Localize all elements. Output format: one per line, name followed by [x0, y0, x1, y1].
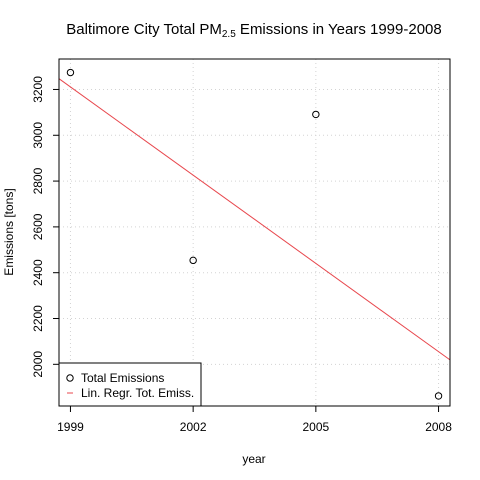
chart-title-prefix: Baltimore City Total PM: [66, 21, 222, 38]
data-point-2005: [312, 110, 320, 119]
regression-line: [58, 78, 451, 361]
legend-circle-marker-icon: [66, 374, 74, 382]
legend: Total Emissions Lin. Regr. Tot. Emiss.: [58, 362, 202, 407]
x-tick-label-1999: 1999: [57, 420, 84, 434]
x-axis: 1999 2002 2005 2008: [57, 406, 452, 434]
x-axis-title: year: [242, 452, 265, 466]
y-axis: 2000 2200 2400 2600 2800 3000 3200: [31, 76, 59, 378]
y-tick-label-2200: 2200: [31, 305, 45, 332]
data-point-2008: [434, 392, 443, 400]
data-point-2002: [189, 256, 197, 265]
x-tick-label-2005: 2005: [302, 420, 329, 434]
regression-layer: [58, 78, 451, 361]
data-point-1999: [66, 68, 75, 77]
y-tick-label-2400: 2400: [31, 259, 45, 286]
y-tick-label-2600: 2600: [31, 213, 45, 240]
points-layer: [66, 68, 443, 400]
plot-frame: [58, 58, 451, 407]
y-tick-label-2800: 2800: [31, 167, 45, 194]
grid: [59, 59, 450, 406]
legend-box: [58, 362, 202, 407]
chart-title-suffix: Emissions in Years 1999-2008: [236, 21, 442, 38]
y-tick-label-2000: 2000: [31, 351, 45, 378]
chart-title-subscript: 2.5: [222, 29, 236, 40]
chart-title: Baltimore City Total PM2.5 Emissions in …: [66, 21, 441, 40]
legend-label-total-emissions: Total Emissions: [81, 371, 164, 385]
y-tick-label-3000: 3000: [31, 122, 45, 149]
legend-label-regression: Lin. Regr. Tot. Emiss.: [81, 386, 194, 400]
y-axis-title: Emissions [tons]: [2, 188, 16, 275]
x-tick-label-2002: 2002: [180, 420, 207, 434]
x-tick-label-2008: 2008: [425, 420, 452, 434]
y-tick-label-3200: 3200: [31, 76, 45, 103]
